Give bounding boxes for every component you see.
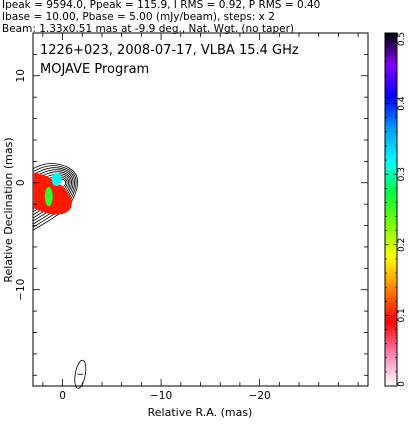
header-line-2: Ibase = 10.00, Pbase = 5.00 (mJy/beam), …	[2, 11, 275, 23]
chart-subtitle: MOJAVE Program	[40, 62, 149, 77]
colorbar	[384, 32, 398, 387]
y-tick-label-1: 0	[15, 179, 27, 186]
y-tick-label-0: 10	[15, 69, 27, 82]
polarization-layer	[33, 172, 72, 215]
colorbar-label-1: 0.1	[397, 308, 407, 322]
colorbar-label-5: 0.5	[397, 32, 407, 46]
beam-ellipse	[74, 359, 87, 389]
polarization-patch-3	[44, 187, 53, 207]
polarization-patch-2	[51, 173, 62, 186]
colorbar-ticks	[385, 32, 397, 387]
chart-title: 1226+023, 2008-07-17, VLBA 15.4 GHz	[40, 43, 299, 58]
colorbar-label-2: 0.2	[397, 238, 407, 252]
y-tick-label-2: −10	[15, 279, 27, 301]
plot-frame	[32, 32, 369, 387]
header-line-1: Ipeak = 9594.0, Ppeak = 115.9, I RMS = 0…	[2, 0, 320, 11]
x-tick-label-1: −10	[150, 390, 172, 402]
axis-ticks	[33, 32, 368, 386]
colorbar-label-3: 0.3	[397, 167, 407, 181]
beam-shape	[74, 359, 87, 389]
colorbar-label-4: 0.4	[397, 96, 407, 111]
x-tick-labels: 0 −10 −20	[59, 390, 270, 402]
colorbar-label-0: 0	[397, 381, 407, 387]
colorbar-tick-labels: 0 0.1 0.2 0.3 0.4 0.5	[397, 32, 407, 387]
y-axis-label: Relative Declination (mas)	[2, 137, 15, 282]
y-tick-labels: 10 0 −10	[15, 69, 27, 301]
x-axis-label: Relative R.A. (mas)	[148, 406, 253, 419]
x-tick-label-2: −20	[249, 390, 271, 402]
x-tick-label-0: 0	[59, 390, 66, 402]
header-line-3: Beam: 1.33x0.51 mas at -9.9 deg., Nat. W…	[2, 23, 294, 35]
plot-area	[33, 163, 79, 231]
